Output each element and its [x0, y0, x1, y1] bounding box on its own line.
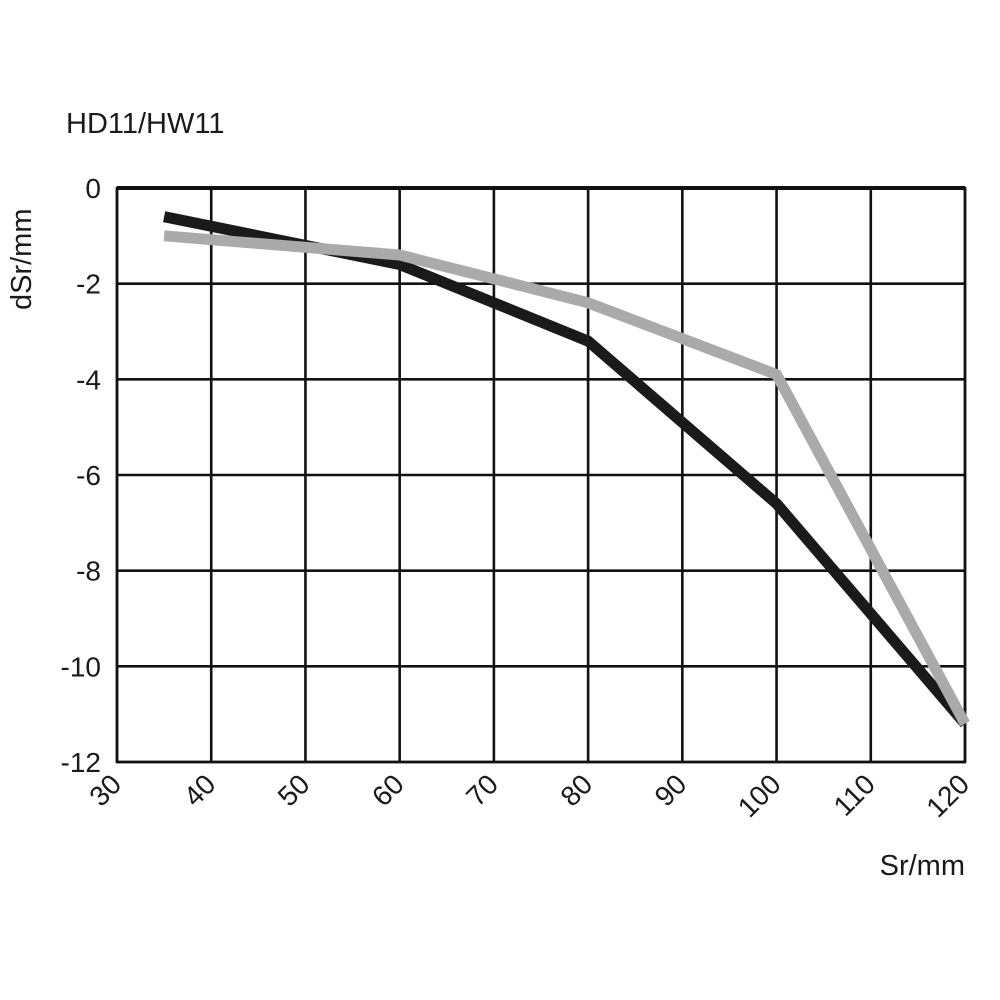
x-tick-label: 90: [649, 768, 693, 812]
x-tick-label: 70: [460, 768, 504, 812]
chart-title: HD11/HW11: [66, 108, 224, 140]
x-tick-label: 60: [366, 768, 410, 812]
grid: [115, 186, 967, 764]
y-tick-label: -2: [76, 269, 101, 300]
y-tick-label: -4: [76, 364, 101, 395]
y-tick-label: -8: [76, 556, 101, 587]
y-tick-labels: 0 -2 -4 -6 -8 -10 -12: [61, 173, 101, 778]
series-line-2: [163, 230, 970, 727]
y-axis-title: dSr/mm: [6, 209, 38, 311]
y-tick-label: -12: [61, 747, 101, 778]
x-tick-label: 50: [272, 768, 316, 812]
x-tick-labels: 30 40 50 60 70 80 90 100 110 120: [83, 768, 975, 823]
x-tick-label: 100: [732, 768, 787, 823]
y-tick-label: -6: [76, 460, 101, 491]
y-tick-label: 0: [85, 173, 101, 204]
x-tick-label: 110: [828, 768, 881, 821]
x-tick-label: 120: [920, 768, 975, 823]
x-tick-label: 80: [554, 768, 598, 812]
y-tick-label: -10: [61, 651, 101, 682]
x-tick-label: 40: [178, 768, 222, 812]
series-layer: [163, 211, 970, 728]
x-axis-title: Sr/mm: [880, 850, 965, 882]
